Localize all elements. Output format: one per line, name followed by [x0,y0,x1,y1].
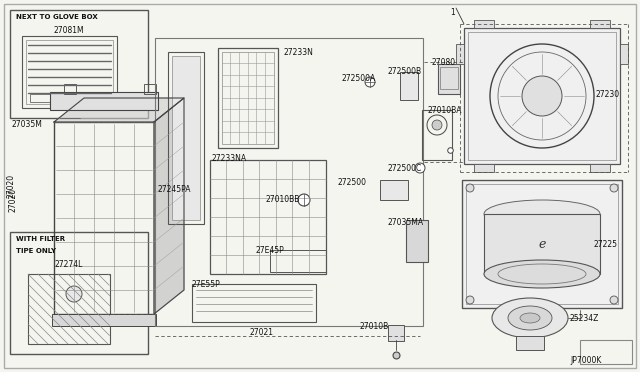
Text: 27010B: 27010B [360,322,389,331]
Ellipse shape [484,200,600,228]
Bar [22,36,117,108]
Bar [192,284,316,322]
Bar [590,164,610,172]
Bar [10,10,148,118]
Text: JP7000K: JP7000K [570,356,602,365]
Text: 27E45P: 27E45P [256,246,285,255]
Ellipse shape [508,306,552,330]
Bar [155,38,423,326]
Ellipse shape [520,313,540,323]
Polygon shape [154,98,184,314]
Ellipse shape [484,260,600,288]
Text: 27233N: 27233N [284,48,314,57]
Ellipse shape [610,296,618,304]
Bar [64,84,76,94]
Ellipse shape [432,120,442,130]
Ellipse shape [492,298,568,338]
Text: 27035MA: 27035MA [388,218,424,227]
Bar [590,20,610,28]
Text: 27020: 27020 [8,188,17,212]
Text: 27274L: 27274L [55,260,83,269]
Text: 272500B: 272500B [388,67,422,76]
Text: 27E55P: 27E55P [192,280,221,289]
Text: TIPE ONLY: TIPE ONLY [16,248,56,254]
Text: 272500: 272500 [338,178,367,187]
Bar [270,250,326,272]
Text: 27245PA: 27245PA [157,185,191,194]
Bar [10,232,148,354]
Text: 27225: 27225 [594,240,618,249]
Ellipse shape [466,296,474,304]
Bar [400,72,418,100]
Ellipse shape [466,184,474,192]
Bar [474,164,494,172]
Bar [388,325,404,341]
Bar [144,84,156,94]
Ellipse shape [522,76,562,116]
Bar [172,56,200,220]
Bar [522,308,562,318]
Bar [222,52,274,144]
Bar [54,122,154,314]
Ellipse shape [66,286,82,302]
Bar [440,67,458,89]
Text: 25234Z: 25234Z [570,314,600,323]
Bar [30,94,109,102]
Bar [210,160,326,274]
Text: NEXT TO GLOVE BOX: NEXT TO GLOVE BOX [16,14,98,20]
Text: 27020: 27020 [7,174,16,198]
Text: 27021: 27021 [250,328,274,337]
Bar [466,184,618,304]
Bar [620,44,628,64]
Bar [52,314,156,326]
Text: 27080: 27080 [432,58,456,67]
Bar [168,52,204,224]
Text: WITH FILTER: WITH FILTER [16,236,65,242]
Bar [474,20,494,28]
Text: 27035M: 27035M [12,120,43,129]
Bar [50,92,158,110]
Bar [28,274,110,344]
Ellipse shape [298,194,310,206]
Bar [468,32,616,160]
Bar [464,28,620,164]
Text: 27010BB: 27010BB [265,195,300,204]
Bar [462,180,622,308]
Bar [456,44,464,64]
Bar [516,336,544,350]
Polygon shape [54,98,184,122]
Bar [438,64,460,94]
Bar [422,110,452,160]
Text: 1: 1 [450,8,455,17]
Text: 272500C: 272500C [388,164,422,173]
Ellipse shape [415,163,425,173]
Text: 272500A: 272500A [342,74,376,83]
Bar [580,340,632,364]
Ellipse shape [365,77,375,87]
Text: 27081M: 27081M [54,26,84,35]
Text: 27010BA: 27010BA [428,106,463,115]
Text: e: e [538,237,546,250]
Bar [380,180,408,200]
Bar [484,214,600,274]
Text: 27230: 27230 [596,90,620,99]
Ellipse shape [610,184,618,192]
Bar [26,40,113,104]
Text: 27233NA: 27233NA [212,154,247,163]
Bar [218,48,278,148]
Bar [406,220,428,262]
